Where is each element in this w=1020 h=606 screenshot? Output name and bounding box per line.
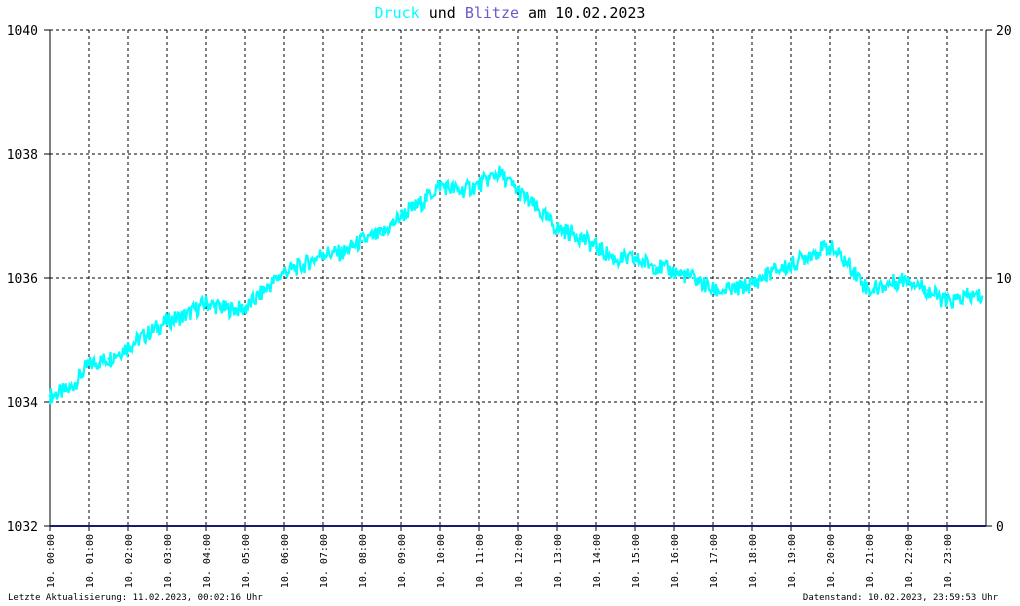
data-point-druck bbox=[419, 202, 422, 205]
data-point-druck bbox=[672, 270, 676, 273]
data-point-druck bbox=[594, 245, 598, 249]
title-date: am 10.02.2023 bbox=[519, 4, 646, 22]
y-left-tick-label: 1038 bbox=[7, 148, 38, 163]
data-point-druck bbox=[68, 388, 71, 391]
data-point-druck bbox=[458, 190, 461, 193]
data-point-druck bbox=[848, 264, 851, 267]
x-tick-label: 10. 17:00 bbox=[709, 534, 720, 588]
data-point-druck bbox=[887, 283, 890, 286]
x-tick-label: 10. 02:00 bbox=[124, 534, 135, 588]
x-tick-label: 10. 12:00 bbox=[514, 534, 525, 588]
data-point-druck bbox=[980, 295, 984, 298]
x-tick-label: 10. 08:00 bbox=[358, 534, 369, 588]
data-point-druck bbox=[633, 258, 637, 261]
chart-title: Druck und Blitze am 10.02.2023 bbox=[0, 4, 1020, 22]
data-point-druck bbox=[653, 264, 656, 267]
data-point-druck bbox=[263, 289, 266, 292]
data-point-druck bbox=[399, 214, 403, 218]
y-right-tick-label: 10 bbox=[996, 272, 1012, 287]
title-und: und bbox=[419, 4, 465, 22]
y-left-tick-label: 1034 bbox=[7, 396, 38, 411]
data-point-druck bbox=[731, 289, 734, 292]
data-point-druck bbox=[828, 245, 832, 249]
data-point-druck bbox=[965, 295, 968, 298]
data-point-druck bbox=[282, 270, 286, 273]
data-point-druck bbox=[692, 276, 695, 280]
x-tick-label: 10. 15:00 bbox=[631, 534, 642, 588]
data-point-druck bbox=[380, 233, 383, 236]
data-point-druck bbox=[614, 258, 617, 261]
y-right-tick-label: 20 bbox=[996, 24, 1012, 39]
x-tick-label: 10. 11:00 bbox=[475, 534, 486, 588]
data-point-druck bbox=[926, 289, 929, 292]
x-tick-label: 10. 01:00 bbox=[85, 534, 96, 588]
title-blitze: Blitze bbox=[464, 4, 520, 22]
data-point-druck bbox=[302, 264, 305, 267]
data-point-druck bbox=[146, 332, 149, 335]
data-point-druck bbox=[204, 301, 208, 304]
data-point-druck bbox=[107, 357, 110, 360]
x-tick-label: 10. 03:00 bbox=[163, 534, 174, 588]
y-left-tick-label: 1040 bbox=[7, 24, 38, 39]
footer-last-update: Letzte Aktualisierung: 11.02.2023, 00:02… bbox=[8, 593, 263, 603]
x-tick-label: 10. 10:00 bbox=[436, 534, 447, 588]
footer-data-status: Datenstand: 10.02.2023, 23:59:53 Uhr bbox=[802, 593, 998, 603]
data-point-druck bbox=[516, 190, 520, 193]
data-point-druck bbox=[477, 183, 481, 187]
data-point-druck bbox=[224, 307, 227, 311]
x-tick-label: 10. 21:00 bbox=[865, 534, 876, 588]
data-point-druck bbox=[906, 276, 910, 280]
data-point-druck bbox=[497, 171, 500, 174]
x-tick-label: 10. 14:00 bbox=[592, 534, 603, 588]
data-point-druck bbox=[575, 233, 578, 236]
data-point-druck bbox=[789, 264, 793, 267]
data-point-druck bbox=[770, 270, 773, 273]
y-left-tick-label: 1032 bbox=[7, 520, 38, 535]
title-druck: Druck bbox=[374, 4, 420, 22]
data-point-druck bbox=[945, 301, 949, 304]
x-tick-label: 10. 00:00 bbox=[46, 534, 57, 588]
data-point-druck bbox=[126, 345, 130, 348]
data-point-druck bbox=[360, 239, 364, 242]
series-line-druck bbox=[48, 165, 984, 405]
data-point-druck bbox=[165, 320, 169, 323]
data-point-druck bbox=[536, 208, 539, 211]
data-point-druck bbox=[87, 363, 91, 366]
data-point-druck bbox=[555, 227, 559, 230]
x-tick-label: 10. 19:00 bbox=[787, 534, 798, 588]
data-point-druck bbox=[185, 314, 188, 317]
x-tick-label: 10. 18:00 bbox=[748, 534, 759, 588]
x-tick-label: 10. 09:00 bbox=[397, 534, 408, 588]
x-tick-label: 10. 06:00 bbox=[280, 534, 291, 588]
data-point-druck bbox=[438, 183, 442, 187]
data-point-druck bbox=[711, 289, 715, 292]
y-right-tick-label: 0 bbox=[996, 520, 1004, 535]
data-point-druck bbox=[321, 252, 325, 255]
x-tick-label: 10. 13:00 bbox=[553, 534, 564, 588]
x-tick-label: 10. 04:00 bbox=[202, 534, 213, 588]
data-point-druck bbox=[809, 252, 812, 255]
y-left-tick-label: 1036 bbox=[7, 272, 38, 287]
x-tick-label: 10. 22:00 bbox=[904, 534, 915, 588]
x-tick-label: 10. 16:00 bbox=[670, 534, 681, 588]
x-tick-label: 10. 23:00 bbox=[943, 534, 954, 588]
data-point-druck bbox=[48, 394, 52, 397]
data-point-druck bbox=[341, 252, 344, 255]
x-tick-label: 10. 07:00 bbox=[319, 534, 330, 588]
data-point-druck bbox=[867, 289, 871, 292]
data-point-druck bbox=[243, 307, 247, 311]
x-tick-label: 10. 20:00 bbox=[826, 534, 837, 588]
x-tick-label: 10. 05:00 bbox=[241, 534, 252, 588]
data-point-druck bbox=[750, 283, 754, 286]
